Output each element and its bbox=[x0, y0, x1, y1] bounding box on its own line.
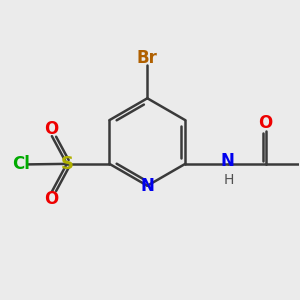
Text: N: N bbox=[140, 177, 154, 195]
Text: S: S bbox=[60, 155, 73, 173]
Text: O: O bbox=[44, 190, 58, 208]
Text: O: O bbox=[44, 120, 58, 138]
Text: H: H bbox=[224, 173, 234, 187]
Text: N: N bbox=[221, 152, 235, 170]
Text: Cl: Cl bbox=[12, 155, 30, 173]
Text: Br: Br bbox=[137, 49, 158, 67]
Text: O: O bbox=[258, 114, 272, 132]
